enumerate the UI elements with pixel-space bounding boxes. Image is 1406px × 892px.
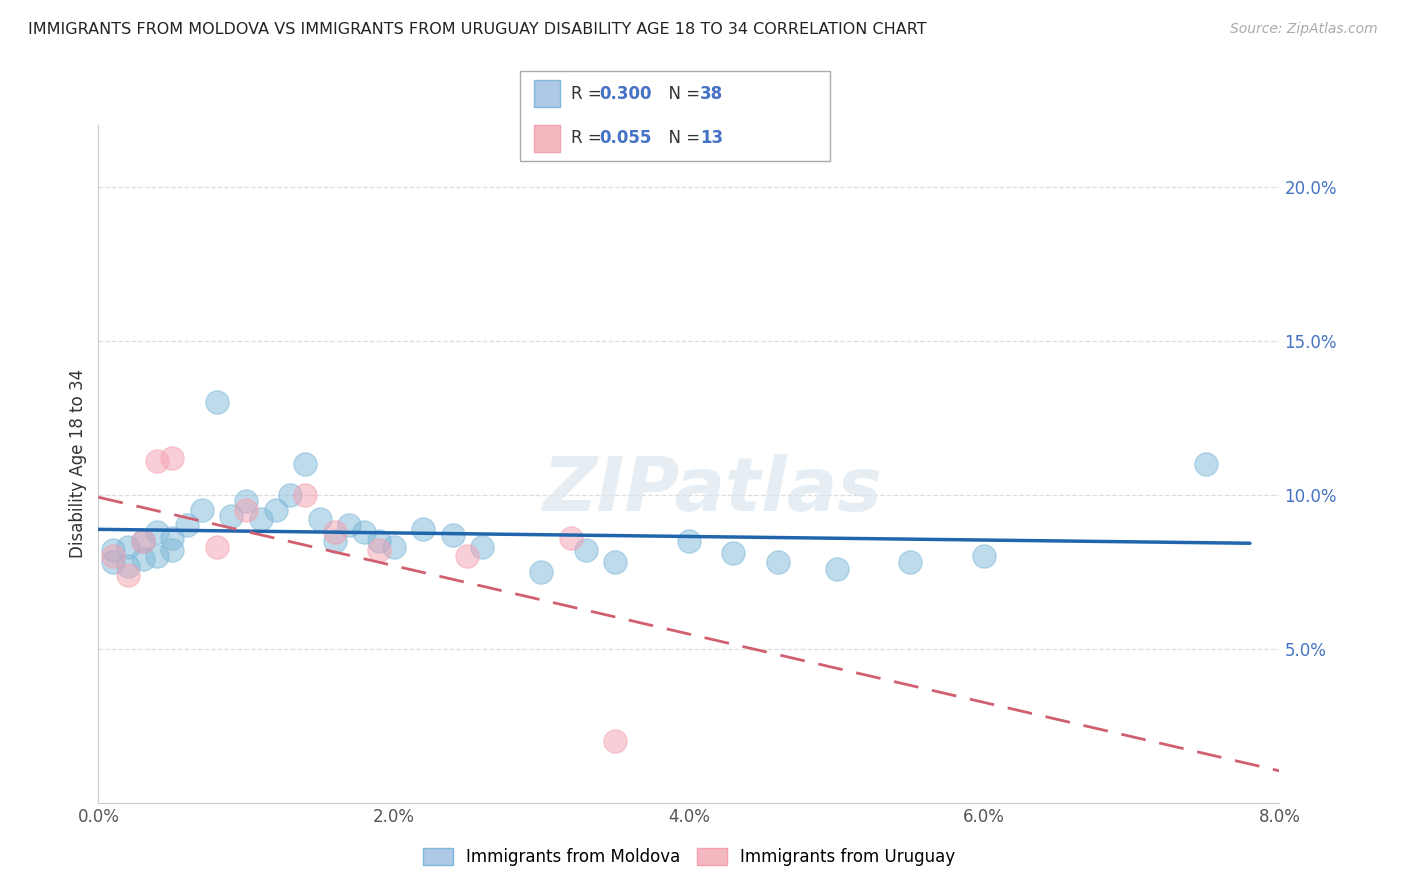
Point bbox=[308, 512, 332, 526]
Point bbox=[323, 533, 346, 548]
Text: 0.300: 0.300 bbox=[599, 85, 651, 103]
Point bbox=[278, 488, 301, 502]
Point bbox=[162, 450, 183, 465]
Y-axis label: Disability Age 18 to 34: Disability Age 18 to 34 bbox=[69, 369, 87, 558]
Point bbox=[367, 533, 389, 548]
Point bbox=[323, 524, 346, 539]
Point bbox=[530, 565, 553, 579]
Text: N =: N = bbox=[658, 85, 706, 103]
Point bbox=[132, 533, 155, 548]
Point bbox=[898, 556, 921, 570]
Point bbox=[132, 533, 155, 548]
Text: R =: R = bbox=[571, 85, 607, 103]
Text: R =: R = bbox=[571, 129, 607, 147]
Point bbox=[294, 488, 316, 502]
Point bbox=[605, 556, 627, 570]
Text: 0.055: 0.055 bbox=[599, 129, 651, 147]
Point bbox=[574, 543, 596, 558]
Point bbox=[103, 549, 124, 564]
Point bbox=[721, 546, 744, 560]
Point bbox=[382, 540, 405, 554]
Point bbox=[264, 503, 287, 517]
Point bbox=[146, 549, 169, 564]
Point bbox=[205, 395, 228, 409]
Point bbox=[973, 549, 995, 564]
Point bbox=[162, 543, 183, 558]
Text: Source: ZipAtlas.com: Source: ZipAtlas.com bbox=[1230, 22, 1378, 37]
Point bbox=[117, 558, 139, 573]
Point bbox=[191, 503, 214, 517]
Point bbox=[605, 734, 627, 748]
Point bbox=[1194, 457, 1216, 471]
Point bbox=[235, 503, 257, 517]
Point bbox=[367, 543, 389, 558]
Point bbox=[825, 561, 848, 575]
Point bbox=[456, 549, 478, 564]
Point bbox=[337, 518, 360, 533]
Point bbox=[471, 540, 494, 554]
Point bbox=[117, 567, 139, 582]
Point bbox=[235, 493, 257, 508]
Point bbox=[678, 533, 700, 548]
Legend: Immigrants from Moldova, Immigrants from Uruguay: Immigrants from Moldova, Immigrants from… bbox=[416, 841, 962, 872]
Point bbox=[176, 518, 198, 533]
Point bbox=[766, 556, 789, 570]
Point bbox=[103, 556, 124, 570]
Text: N =: N = bbox=[658, 129, 706, 147]
Point bbox=[162, 531, 183, 545]
Text: IMMIGRANTS FROM MOLDOVA VS IMMIGRANTS FROM URUGUAY DISABILITY AGE 18 TO 34 CORRE: IMMIGRANTS FROM MOLDOVA VS IMMIGRANTS FR… bbox=[28, 22, 927, 37]
Point bbox=[146, 454, 169, 468]
Point bbox=[560, 531, 582, 545]
Point bbox=[250, 512, 273, 526]
Point bbox=[219, 509, 242, 524]
Point bbox=[353, 524, 375, 539]
Text: ZIPatlas: ZIPatlas bbox=[543, 454, 883, 527]
Point bbox=[205, 540, 228, 554]
Point bbox=[412, 522, 434, 536]
Text: 13: 13 bbox=[700, 129, 723, 147]
Point bbox=[117, 540, 139, 554]
Point bbox=[441, 527, 464, 541]
Text: 38: 38 bbox=[700, 85, 723, 103]
Point bbox=[103, 543, 124, 558]
Point bbox=[132, 552, 155, 566]
Point bbox=[146, 524, 169, 539]
Point bbox=[294, 457, 316, 471]
